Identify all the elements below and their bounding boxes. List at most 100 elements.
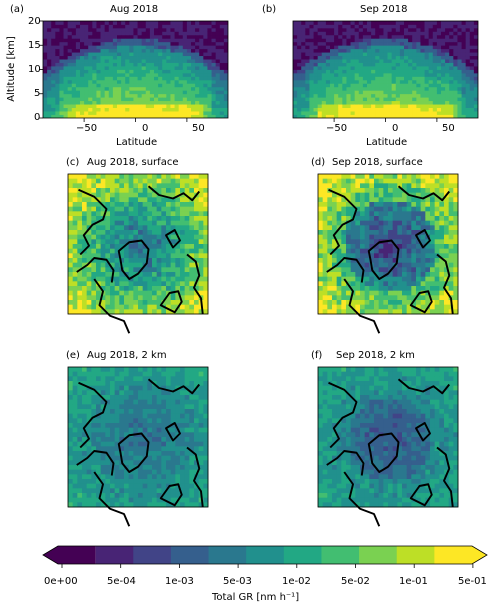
map-cell <box>72 211 78 217</box>
section-cell <box>215 66 221 70</box>
section-cell <box>354 111 360 115</box>
section-cell <box>80 24 85 29</box>
map-cell <box>166 304 172 310</box>
section-cell <box>383 21 388 25</box>
map-cell <box>152 253 158 259</box>
map-cell <box>184 211 190 217</box>
section-cell <box>84 55 89 60</box>
section-cell <box>305 86 310 91</box>
map-cell <box>156 493 162 499</box>
section-cell <box>473 38 478 43</box>
map-cell <box>341 174 347 180</box>
map-cell <box>142 183 148 189</box>
map-cell <box>96 437 102 443</box>
map-cell <box>133 216 139 222</box>
map-cell <box>194 304 200 310</box>
map-cell <box>350 281 356 287</box>
section-cell <box>92 79 97 84</box>
section-cell <box>137 62 143 67</box>
map-cell <box>147 460 153 466</box>
section-cell <box>334 21 339 25</box>
map-cell <box>434 206 440 212</box>
section-cell <box>191 111 196 115</box>
section-cell <box>436 90 442 95</box>
map-cell <box>161 258 167 264</box>
section-cell <box>301 31 306 36</box>
section-cell <box>59 100 64 105</box>
map-cell <box>128 253 134 259</box>
section-cell <box>350 24 356 29</box>
section-cell <box>445 21 450 25</box>
section-cell <box>445 41 450 46</box>
section-cell <box>432 24 438 29</box>
map-cell <box>156 300 162 306</box>
map-cell <box>82 258 88 264</box>
section-cell <box>383 104 388 108</box>
section-cell <box>191 55 196 60</box>
section-cell <box>309 83 314 88</box>
section-cell <box>145 55 151 60</box>
map-cell <box>346 304 352 310</box>
section-cell <box>178 62 184 67</box>
section-cell <box>399 52 405 57</box>
map-cell <box>128 502 134 508</box>
section-cell <box>367 83 372 88</box>
section-cell <box>158 76 163 81</box>
section-cell <box>191 66 196 70</box>
map-cell <box>453 202 459 208</box>
section-cell <box>293 76 298 81</box>
map-cell <box>448 225 454 231</box>
section-cell <box>317 79 323 84</box>
map-cell <box>392 309 398 315</box>
map-cell <box>402 216 408 222</box>
map-cell <box>203 178 209 184</box>
section-cell <box>141 90 147 95</box>
map-cell <box>444 272 450 278</box>
section-cell <box>219 72 225 77</box>
section-cell <box>145 83 151 88</box>
map-cell <box>156 376 162 382</box>
section-cell <box>88 111 93 115</box>
map-cell <box>68 258 74 264</box>
map-cell <box>402 174 408 180</box>
section-cell <box>84 107 89 112</box>
map-cell <box>388 286 394 292</box>
section-cell <box>158 100 163 105</box>
map-cell <box>114 455 120 461</box>
map-cell <box>406 304 412 310</box>
map-cell <box>147 432 153 438</box>
map-cell <box>355 192 361 198</box>
section-cell <box>469 69 475 74</box>
section-cell <box>75 59 81 63</box>
section-cell <box>334 69 339 74</box>
map-cell <box>68 216 74 222</box>
map-cell <box>156 423 162 429</box>
map-cell <box>364 304 370 310</box>
map-cell <box>161 474 167 480</box>
map-cell <box>96 253 102 259</box>
section-cell <box>387 31 393 36</box>
map-cell <box>72 423 78 429</box>
map-cell <box>142 376 148 382</box>
map-cell <box>420 183 426 189</box>
map-cell <box>166 262 172 268</box>
map-cell <box>86 488 92 494</box>
map-cell <box>152 192 158 198</box>
section-cell <box>211 52 217 57</box>
map-cell <box>77 183 83 189</box>
section-cell <box>309 72 314 77</box>
section-cell <box>424 79 430 84</box>
section-cell <box>63 72 69 77</box>
section-cell <box>75 45 81 50</box>
section-cell <box>137 69 143 74</box>
map-cell <box>318 202 324 208</box>
section-cell <box>170 90 175 95</box>
map-cell <box>156 234 162 240</box>
map-cell <box>411 234 417 240</box>
map-cell <box>91 395 97 401</box>
map-cell <box>180 230 186 236</box>
map-cell <box>341 197 347 203</box>
section-cell <box>141 59 147 63</box>
section-cell <box>162 111 167 115</box>
section-cell <box>108 100 114 105</box>
